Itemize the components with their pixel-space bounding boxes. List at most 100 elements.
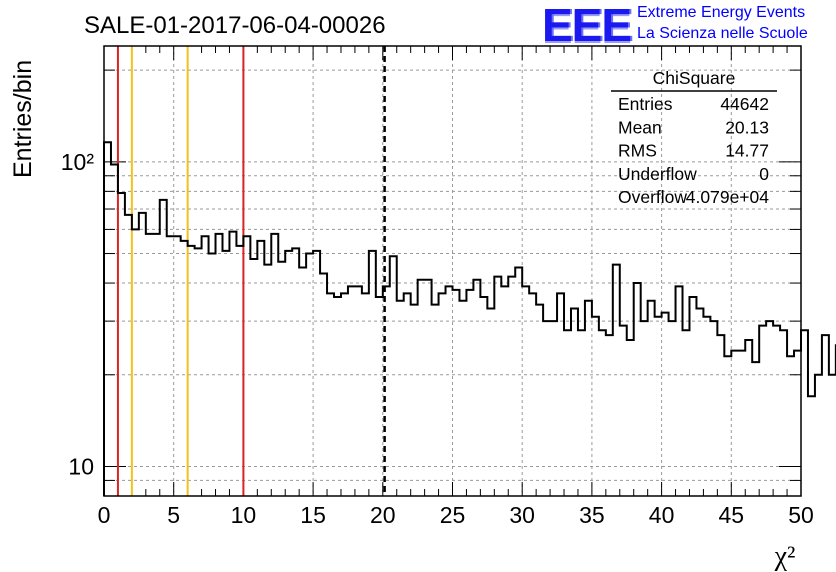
y-tick-label: 10 <box>68 453 94 479</box>
histogram-bin <box>752 362 759 496</box>
histogram-bin <box>160 200 167 496</box>
x-tick-label: 10 <box>231 502 257 528</box>
reference-lines <box>116 46 386 496</box>
histogram-bin <box>543 321 550 496</box>
histogram-bin <box>794 351 801 496</box>
histogram-bin <box>822 335 829 496</box>
histogram-bin <box>181 241 188 496</box>
x-tick-label: 35 <box>579 502 605 528</box>
histogram-bin <box>641 321 648 496</box>
x-tick-label: 20 <box>370 502 396 528</box>
brand-line-1: Extreme Energy Events <box>637 4 806 21</box>
histogram-bin <box>592 317 599 496</box>
histogram-bin <box>195 248 202 496</box>
brand-line-2: La Scienza nelle Scuole <box>637 25 808 42</box>
histogram-bin <box>564 330 571 496</box>
histogram-bin <box>111 165 118 496</box>
stats-row-label: Overflow <box>618 187 687 207</box>
histogram-bin <box>655 317 662 496</box>
stats-row-value: 0 <box>759 164 769 184</box>
y-tick-label: 10² <box>61 149 95 175</box>
histogram-bin <box>808 396 815 496</box>
histogram-bin <box>202 236 209 496</box>
stats-row-value: 20.13 <box>725 117 769 137</box>
x-tick-label: 15 <box>300 502 326 528</box>
histogram-bin <box>355 286 362 496</box>
histogram-bin <box>146 234 153 496</box>
x-tick-label: 45 <box>719 502 745 528</box>
histogram-bin <box>780 330 787 496</box>
histogram-bin <box>759 326 766 496</box>
histogram-bin <box>299 267 306 496</box>
histogram-bin <box>439 293 446 496</box>
histogram-bin <box>515 267 522 496</box>
histogram-bin <box>766 321 773 496</box>
stats-row-value: 14.77 <box>725 141 769 161</box>
histogram-bin <box>787 356 794 496</box>
histogram-bin <box>153 234 160 496</box>
stats-row-label: Entries <box>618 94 673 114</box>
y-axis-label: Entries/bin <box>9 60 37 178</box>
x-tick-label: 0 <box>98 502 111 528</box>
histogram-bin <box>550 321 557 496</box>
x-tick-label: 40 <box>649 502 675 528</box>
histogram-bin <box>676 286 683 496</box>
histogram-bin <box>292 248 299 496</box>
x-tick-label: 5 <box>167 502 180 528</box>
histogram-bin <box>599 330 606 496</box>
histogram-bin <box>696 309 703 496</box>
histogram-outline <box>103 141 836 496</box>
histogram-bin <box>243 236 250 496</box>
grid-lines <box>104 46 801 497</box>
histogram-bin <box>613 265 620 496</box>
histogram-bins <box>103 141 836 496</box>
eee-logo-text: EEE <box>542 0 632 51</box>
histogram-bin <box>501 286 508 496</box>
histogram-bin <box>313 251 320 496</box>
histogram-bin <box>139 213 146 496</box>
histogram-bin <box>278 262 285 496</box>
histogram-bin <box>327 293 334 496</box>
histogram-bin <box>578 330 585 496</box>
histogram-bin <box>446 286 453 496</box>
histogram-bin <box>508 277 515 496</box>
histogram-bin <box>829 375 836 496</box>
histogram-bin <box>627 340 634 496</box>
histogram-bin <box>703 317 710 496</box>
histogram-bin <box>174 236 181 496</box>
histogram-bin <box>118 193 125 496</box>
histogram-bin <box>432 305 439 496</box>
histogram-bin <box>125 215 132 496</box>
histogram-bin <box>404 293 411 496</box>
axis-ticks <box>103 46 802 497</box>
histogram-bin <box>132 229 139 496</box>
histogram-bin <box>222 251 229 496</box>
stats-row-label: RMS <box>618 141 657 161</box>
histogram-bin <box>250 259 257 496</box>
stats-title: ChiSquare <box>653 68 736 88</box>
histogram-bin <box>529 293 536 496</box>
histogram-bin <box>731 351 738 496</box>
histogram-bin <box>662 313 669 496</box>
eee-logo: EEE Extreme Energy Events La Scienza nel… <box>540 0 836 51</box>
histogram-bin <box>362 293 369 496</box>
histogram-bin <box>815 375 822 496</box>
histogram-bin <box>411 305 418 496</box>
stats-row-label: Mean <box>618 117 662 137</box>
histogram-bin <box>257 241 264 496</box>
histogram-bin <box>229 232 236 496</box>
histogram-bin <box>494 277 501 496</box>
stats-rows: Entries 44642 Mean 20.13 RMS 14.77 Underflow 0 O… <box>618 94 769 207</box>
histogram-bin <box>683 330 690 496</box>
histogram-bin <box>606 335 613 496</box>
histogram-bin <box>167 236 174 496</box>
histogram-bin <box>341 293 348 496</box>
stats-row-label: Underflow <box>618 164 697 184</box>
histogram-bin <box>738 351 745 496</box>
histogram-bin <box>669 321 676 496</box>
histogram-bin <box>487 309 494 496</box>
histogram-bin <box>104 142 111 496</box>
histogram-bin <box>264 265 271 496</box>
histogram-bin <box>620 326 627 496</box>
